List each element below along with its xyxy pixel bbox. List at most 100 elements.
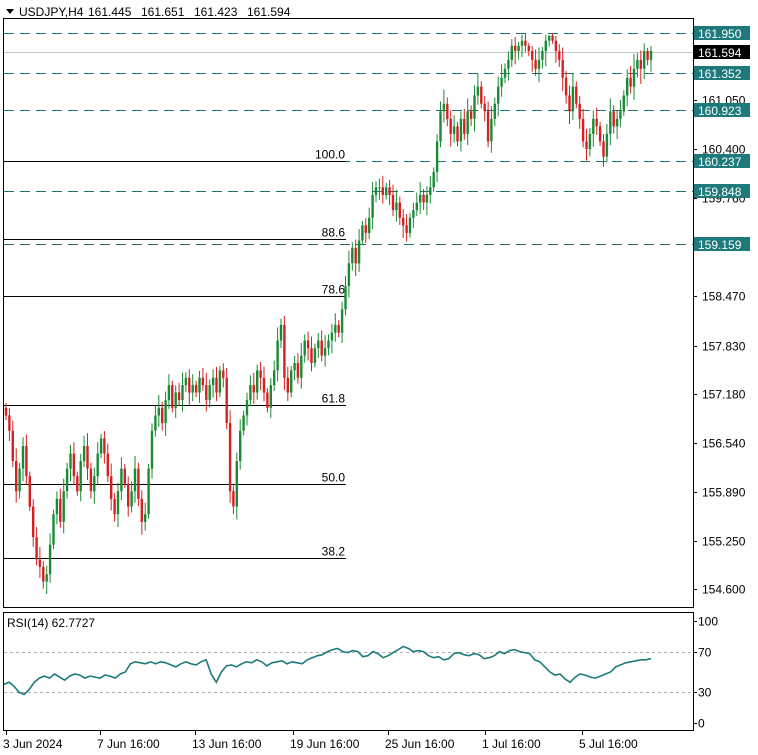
candle-body <box>531 51 534 60</box>
candle-body <box>357 240 361 264</box>
price-axis: 161.600161.050160.400159.760158.470157.8… <box>693 26 750 597</box>
candle <box>364 218 367 243</box>
candle-body <box>493 103 496 119</box>
fib-label: 88.6 <box>322 226 346 240</box>
candle-body <box>303 340 306 356</box>
candle-body <box>25 446 28 477</box>
candle-body <box>137 468 140 499</box>
candle <box>361 220 364 246</box>
candle <box>578 95 581 129</box>
candle-body <box>306 340 310 349</box>
candle <box>140 490 143 535</box>
candle <box>62 478 65 534</box>
candle-body <box>541 51 544 60</box>
candle <box>527 42 530 57</box>
candle-body <box>571 86 575 112</box>
collapse-triangle-icon[interactable] <box>6 9 14 14</box>
candle-body <box>534 59 537 69</box>
candle-body <box>79 461 82 492</box>
candle-body <box>643 51 646 69</box>
candle <box>245 392 249 426</box>
candle-body <box>602 141 605 157</box>
candle-body <box>177 392 181 401</box>
candle <box>42 561 45 589</box>
chart-header: USDJPY,H4 161.445 161.651 161.423 161.59… <box>6 5 291 19</box>
candle <box>103 431 106 464</box>
rsi-tick-label: 0 <box>698 717 705 731</box>
candle <box>357 229 361 272</box>
candle-body <box>585 141 588 149</box>
candle <box>520 34 524 58</box>
candle <box>4 403 8 420</box>
candle <box>198 370 201 403</box>
candle <box>191 374 194 402</box>
candle-body <box>110 476 113 499</box>
candle <box>497 76 500 117</box>
candle-body <box>256 370 259 393</box>
current-price-box <box>694 45 750 59</box>
candle <box>564 70 568 104</box>
candle-body <box>344 286 347 310</box>
candle <box>354 239 357 277</box>
candle <box>306 331 310 361</box>
candle-body <box>293 363 296 371</box>
candle <box>368 207 371 239</box>
rsi-tick-label: 30 <box>698 686 712 700</box>
candle-body <box>490 118 493 142</box>
candle <box>201 368 205 391</box>
candle <box>459 111 463 152</box>
candle-body <box>435 141 439 172</box>
candle-body <box>334 324 337 333</box>
rsi-line <box>3 645 652 696</box>
candle <box>456 121 459 146</box>
candle <box>476 73 480 105</box>
candle <box>130 481 133 513</box>
candle <box>293 355 296 381</box>
candle <box>405 214 408 242</box>
candle-body <box>619 111 622 119</box>
candle-body <box>354 248 357 264</box>
candle <box>225 368 228 430</box>
candle <box>534 49 537 76</box>
candle-body <box>276 340 279 371</box>
candle-body <box>561 59 564 78</box>
rsi-label: RSI(14) 62.7727 <box>7 616 95 630</box>
candle <box>605 124 609 163</box>
candle <box>571 73 575 120</box>
candle-body <box>327 340 330 349</box>
candle-body <box>266 392 269 408</box>
fib-label: 78.6 <box>322 283 346 297</box>
candle <box>154 405 157 437</box>
candle <box>408 213 412 238</box>
candle <box>422 189 425 210</box>
candle <box>585 128 588 161</box>
candle <box>483 95 486 122</box>
candle <box>622 90 625 116</box>
rsi-tick-label: 70 <box>698 646 712 660</box>
candle-body <box>279 324 283 341</box>
candle <box>184 372 188 393</box>
candle <box>76 471 79 496</box>
rsi-series: 100 70 30 0 <box>3 615 718 731</box>
candle-body <box>592 118 595 134</box>
candle-body <box>42 566 45 582</box>
candle-body <box>395 202 398 211</box>
candle-body <box>330 332 334 341</box>
candle-body <box>59 498 62 522</box>
price-tick-label: 155.250 <box>702 535 746 549</box>
time-tick-label: 19 Jun 16:00 <box>290 737 360 751</box>
candle <box>602 134 605 167</box>
candle-body <box>449 118 452 134</box>
candle-body <box>76 476 79 492</box>
candle <box>632 53 636 100</box>
candle-body <box>235 461 238 507</box>
candle <box>25 434 28 485</box>
candle <box>337 320 340 338</box>
candle-body <box>544 40 547 51</box>
candle <box>480 81 483 109</box>
candle-body <box>86 446 89 469</box>
price-tick-label: 158.470 <box>702 290 746 304</box>
candle-body <box>425 194 429 203</box>
candle-body <box>626 77 629 96</box>
time-tick-label: 25 Jun 16:00 <box>385 737 455 751</box>
